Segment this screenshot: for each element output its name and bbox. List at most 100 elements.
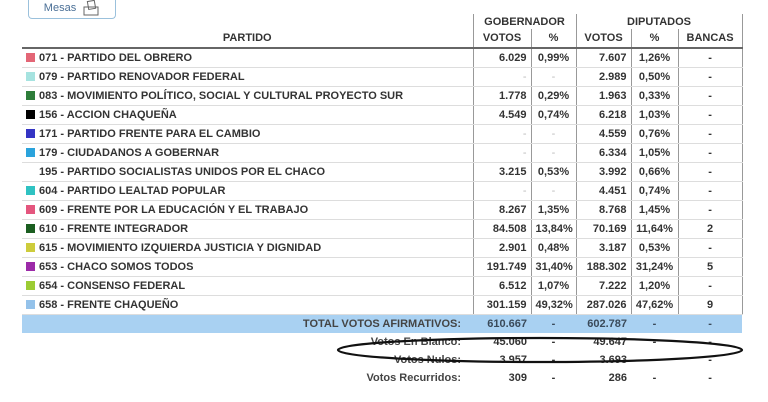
total-cell: - [531, 314, 577, 333]
value-cell: 191.749 [472, 257, 532, 277]
value-cell: 70.169 [575, 219, 632, 239]
value-cell: - [677, 86, 743, 106]
party-cell: 654 - CONSENSO FEDERAL [22, 276, 473, 296]
value-cell: - [677, 143, 743, 163]
total-cell: 286 [608, 372, 628, 384]
value-cell: 84.508 [472, 219, 532, 239]
party-row: 604 - PARTIDO LEALTAD POPULAR - - 4.451 0,74… [22, 181, 743, 201]
header-row: PARTIDO VOTOS% VOTOS% BANCAS [22, 29, 743, 49]
value-cell: 3.215 [472, 162, 532, 182]
total-cell: 3.693 [599, 354, 628, 366]
party-name: 653 - CHACO SOMOS TODOS [39, 261, 194, 273]
value-cell: 47,62% [631, 295, 679, 315]
value-cell: - [530, 143, 577, 163]
party-header: PARTIDO [22, 29, 473, 49]
total-cell: - [631, 314, 679, 333]
column-header: % [530, 29, 577, 49]
party-row: 653 - CHACO SOMOS TODOS 191.749 31,40% 188.… [22, 257, 743, 277]
value-cell: 9 [677, 295, 743, 315]
party-cell: 615 - MOVIMIENTO IZQUIERDA JUSTICIA Y DI… [22, 238, 473, 258]
party-name: 156 - ACCION CHAQUEÑA [39, 109, 177, 121]
value-cell: 0,29% [530, 86, 577, 106]
party-row: 156 - ACCION CHAQUEÑA 4.549 0,74% 6.218 1,03… [22, 105, 743, 125]
party-swatch [26, 300, 35, 309]
party-row: 609 - FRENTE POR LA EDUCACIÓN Y EL TRABA… [22, 200, 743, 220]
party-row: 083 - MOVIMIENTO POLÍTICO, SOCIAL Y CULT… [22, 86, 743, 106]
value-cell: 7.222 [575, 276, 632, 296]
value-cell: 6.512 [472, 276, 532, 296]
value-cell: 301.159 [472, 295, 532, 315]
column-header: % [631, 29, 679, 49]
value-cell: 1,05% [631, 143, 679, 163]
total-row: Votos Nulos: 3.957 - 3.693 - - [22, 351, 742, 369]
total-cell: - [652, 336, 657, 348]
value-cell: - [677, 238, 743, 258]
party-cell: 156 - ACCION CHAQUEÑA [22, 105, 473, 125]
party-row: 079 - PARTIDO RENOVADOR FEDERAL - -2.989 0,… [22, 67, 743, 87]
column-header: VOTOS [575, 29, 632, 49]
value-cell: - [677, 276, 743, 296]
value-cell: 2 [677, 219, 743, 239]
party-name: 171 - PARTIDO FRENTE PARA EL CAMBIO [39, 128, 261, 140]
value-cell: 4.451 [575, 181, 632, 201]
value-cell: 0,50% [631, 67, 679, 87]
party-name: 609 - FRENTE POR LA EDUCACIÓN Y EL TRABA… [39, 204, 309, 216]
value-cell: - [530, 67, 577, 87]
party-cell: 179 - CIUDADANOS A GOBERNAR [22, 143, 473, 163]
value-cell: 31,24% [631, 257, 679, 277]
value-cell: - [677, 48, 743, 68]
party-cell: 658 - FRENTE CHAQUEÑO [22, 295, 473, 315]
column-header: BANCAS [677, 29, 743, 49]
value-cell: 0,74% [530, 105, 577, 125]
value-cell: 11,64% [631, 219, 679, 239]
party-name: 658 - FRENTE CHAQUEÑO [39, 299, 179, 311]
value-cell: 4.559 [575, 124, 632, 144]
value-cell: 31,40% [530, 257, 577, 277]
party-name: 604 - PARTIDO LEALTAD POPULAR [39, 185, 226, 197]
party-row: 071 - PARTIDO DEL OBRERO 6.029 0,99% 7.607 1… [22, 48, 743, 68]
party-cell: 604 - PARTIDO LEALTAD POPULAR [22, 181, 473, 201]
party-row: 615 - MOVIMIENTO IZQUIERDA JUSTICIA Y DI… [22, 238, 743, 258]
button-label[interactable]: Mesas [43, 2, 77, 14]
value-cell: 3.992 [575, 162, 632, 182]
value-cell: 0,74% [631, 181, 679, 201]
value-cell: 6.029 [472, 48, 532, 68]
value-cell: - [677, 181, 743, 201]
party-cell: 171 - PARTIDO FRENTE PARA EL CAMBIO [22, 124, 473, 144]
total-cell: 309 [508, 372, 527, 384]
value-cell: - [677, 105, 743, 125]
value-cell: 0,48% [530, 238, 577, 258]
total-cell: 49.647 [593, 336, 628, 348]
value-cell: 287.026 [575, 295, 632, 315]
value-cell: - [677, 200, 743, 220]
value-cell: 6.218 [575, 105, 632, 125]
party-swatch [26, 243, 35, 252]
party-name: 083 - MOVIMIENTO POLÍTICO, SOCIAL Y CULT… [39, 90, 404, 102]
party-name: 615 - MOVIMIENTO IZQUIERDA JUSTICIA Y DI… [39, 242, 322, 254]
total-cell: 610.667 [473, 314, 531, 333]
party-row: 610 - FRENTE INTEGRADOR 84.508 13,84% 70.16… [22, 219, 743, 239]
total-cell: 45.060 [493, 336, 527, 348]
total-cell: - [652, 372, 657, 384]
total-cell: 602.787 [576, 314, 632, 333]
total-cell: - [708, 372, 712, 384]
value-cell: 0,53% [530, 162, 577, 182]
party-swatch [26, 148, 35, 157]
total-cell: - [708, 354, 712, 366]
value-cell: 1.963 [575, 86, 632, 106]
total-cell: - [652, 354, 657, 366]
value-cell: 1.778 [472, 86, 532, 106]
total-cell: - [551, 354, 556, 366]
total-label: Votos Nulos: [393, 354, 461, 366]
value-cell: 0,76% [631, 124, 679, 144]
value-cell: - [472, 124, 532, 144]
mesas-button[interactable]: Mesas [28, 0, 116, 19]
value-cell: - [472, 181, 532, 201]
total-label: Votos Recurridos: [366, 372, 461, 384]
value-cell: 1,20% [631, 276, 679, 296]
value-cell: - [677, 124, 743, 144]
party-swatch [26, 110, 35, 119]
value-cell: 4.549 [472, 105, 532, 125]
party-cell: 195 - PARTIDO SOCIALISTAS UNIDOS POR EL … [22, 162, 473, 182]
governor-header: GOBERNADOR [472, 14, 577, 29]
